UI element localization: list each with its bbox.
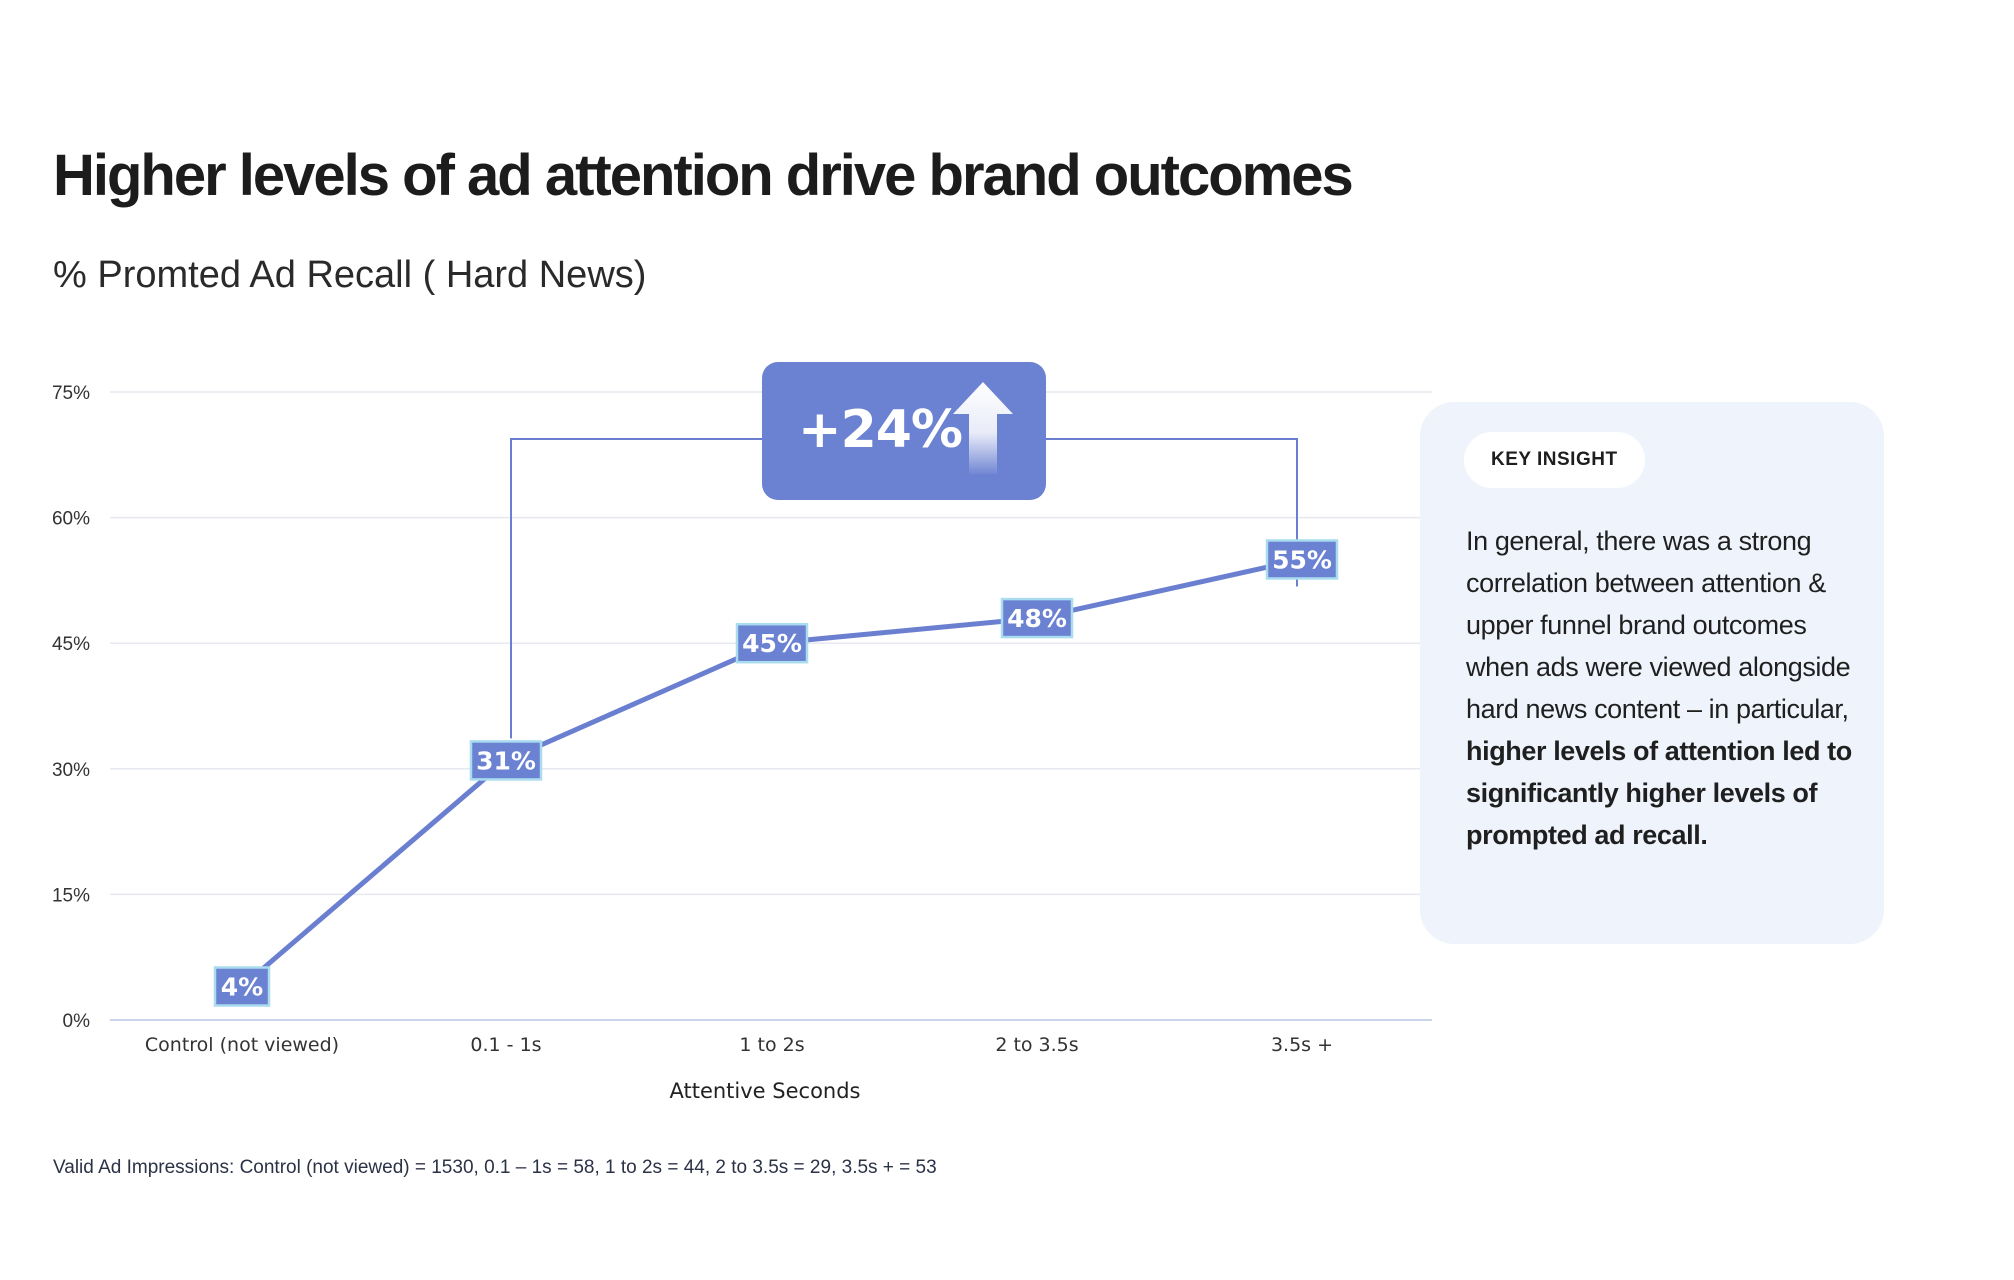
data-label-box	[213, 966, 271, 1007]
page-title: Higher levels of ad attention drive bran…	[53, 143, 1354, 208]
data-label: 4%	[213, 966, 271, 1007]
data-label: 55%	[1265, 539, 1339, 580]
data-label-box	[469, 740, 543, 781]
y-tick-label: 0%	[63, 1011, 91, 1032]
x-tick-label: 3.5s +	[1271, 1034, 1333, 1056]
increase-callout-value: +24%	[798, 400, 963, 460]
data-label-box	[1000, 597, 1074, 639]
chart-subtitle: % Promted Ad Recall ( Hard News)	[53, 254, 647, 296]
x-tick-label: Control (not viewed)	[145, 1034, 339, 1056]
y-tick-label: 30%	[52, 760, 90, 781]
data-label: 45%	[735, 622, 809, 664]
key-insight-text-plain: In general, there was a strong correlati…	[1466, 526, 1851, 724]
y-tick-label: 15%	[52, 885, 90, 906]
footnote: Valid Ad Impressions: Control (not viewe…	[53, 1157, 937, 1178]
y-axis-ticks: 0% 15% 30% 45% 60% 75%	[52, 383, 90, 1032]
key-insight-badge: KEY INSIGHT	[1464, 432, 1645, 488]
arrow-up-icon	[953, 382, 1013, 474]
data-label-box	[1265, 539, 1339, 580]
increase-callout: +24%	[762, 362, 1046, 500]
x-tick-label: 1 to 2s	[739, 1034, 804, 1056]
y-tick-label: 60%	[52, 509, 90, 530]
y-tick-label: 45%	[52, 634, 90, 655]
data-label-text: 31%	[476, 746, 536, 775]
key-insight-text: In general, there was a strong correlati…	[1466, 520, 1856, 856]
x-tick-label: 2 to 3.5s	[995, 1034, 1078, 1056]
x-axis-ticks: Control (not viewed) 0.1 - 1s 1 to 2s 2 to …	[145, 1034, 1333, 1056]
data-label-box	[735, 622, 809, 664]
key-insight-text-bold: higher levels of attention led to signif…	[1466, 736, 1852, 850]
data-label-text: 4%	[221, 973, 263, 1002]
data-label: 48%	[1000, 597, 1074, 639]
data-label-text: 48%	[1007, 604, 1067, 633]
x-tick-label: 0.1 - 1s	[470, 1034, 541, 1056]
data-label: 31%	[469, 740, 543, 781]
x-axis-title: Attentive Seconds	[669, 1079, 860, 1103]
data-labels: 4% 31% 45% 48% 55%	[213, 539, 1339, 1007]
data-label-text: 45%	[742, 629, 802, 658]
data-label-text: 55%	[1272, 545, 1332, 574]
key-insight-panel: KEY INSIGHT In general, there was a stro…	[1420, 402, 1884, 944]
y-tick-label: 75%	[52, 383, 90, 404]
